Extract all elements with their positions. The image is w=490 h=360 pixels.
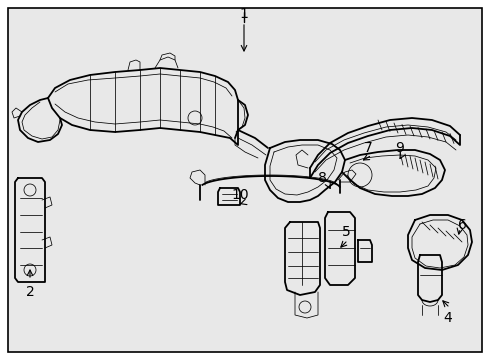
Text: 7: 7 — [364, 141, 372, 155]
Text: 6: 6 — [458, 218, 466, 232]
Text: 5: 5 — [342, 225, 350, 239]
Text: 10: 10 — [231, 188, 249, 202]
Text: 1: 1 — [240, 7, 248, 21]
Text: 4: 4 — [443, 311, 452, 325]
Text: 9: 9 — [395, 141, 404, 155]
Text: 8: 8 — [318, 171, 326, 185]
Text: 2: 2 — [25, 285, 34, 299]
